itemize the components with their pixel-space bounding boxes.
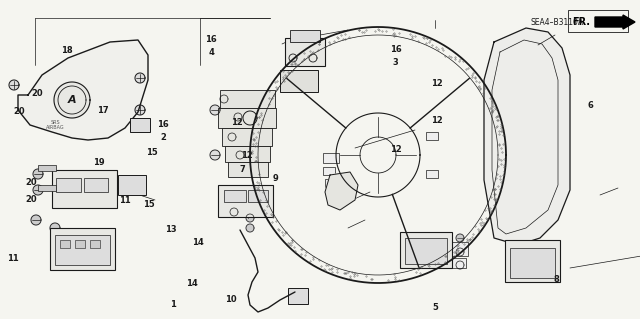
Bar (60, 240, 70, 248)
Bar (325, 179, 335, 187)
Text: 17: 17 (97, 106, 108, 115)
Polygon shape (220, 95, 228, 103)
Polygon shape (243, 111, 257, 125)
Bar (568, 10, 628, 32)
Polygon shape (246, 214, 254, 222)
Text: 16: 16 (390, 45, 401, 54)
Bar (218, 108, 276, 128)
Bar (38, 185, 56, 191)
Bar (248, 190, 268, 202)
Text: 6: 6 (587, 101, 593, 110)
Text: 20: 20 (25, 195, 36, 204)
Text: 16: 16 (157, 120, 169, 129)
Polygon shape (246, 224, 254, 232)
Bar (448, 242, 468, 256)
Text: 8: 8 (554, 275, 559, 284)
Bar (55, 235, 110, 265)
Text: 12: 12 (241, 151, 253, 160)
Text: 4: 4 (208, 48, 214, 57)
Polygon shape (234, 113, 242, 121)
Polygon shape (456, 234, 464, 242)
Polygon shape (54, 82, 90, 118)
Bar (52, 170, 117, 208)
Polygon shape (210, 105, 220, 115)
Bar (426, 131, 438, 139)
Polygon shape (230, 208, 238, 216)
Text: 11: 11 (7, 254, 19, 263)
Text: SEA4–B3110A: SEA4–B3110A (530, 19, 584, 27)
Polygon shape (236, 151, 244, 159)
Text: A: A (68, 95, 76, 105)
Text: 2: 2 (160, 133, 166, 142)
Text: 15: 15 (143, 200, 155, 209)
Polygon shape (50, 223, 60, 233)
Bar (222, 128, 272, 146)
Bar (84, 178, 108, 192)
Polygon shape (135, 73, 145, 83)
Text: 12: 12 (231, 118, 243, 127)
Text: SRS
AIRBAG: SRS AIRBAG (45, 120, 64, 130)
Text: 14: 14 (193, 238, 204, 247)
Text: FR.: FR. (572, 17, 590, 27)
Bar (400, 232, 452, 268)
Bar (75, 240, 85, 248)
Bar (280, 70, 318, 92)
FancyArrow shape (595, 15, 635, 29)
Text: 12: 12 (431, 79, 442, 88)
Polygon shape (228, 133, 236, 141)
Bar (505, 240, 560, 282)
Bar (225, 146, 270, 162)
Bar (290, 30, 320, 42)
Polygon shape (18, 40, 148, 140)
Text: 10: 10 (225, 295, 236, 304)
Bar (38, 165, 56, 171)
Bar (130, 118, 150, 132)
Bar (90, 240, 100, 248)
Bar (224, 190, 246, 202)
Polygon shape (210, 150, 220, 160)
Text: 12: 12 (390, 145, 401, 154)
Text: 20: 20 (25, 178, 36, 187)
Bar (450, 258, 466, 268)
Text: 9: 9 (273, 174, 278, 182)
Bar (323, 153, 339, 163)
Bar (228, 162, 268, 177)
Text: 7: 7 (239, 165, 244, 174)
Bar (56, 178, 81, 192)
Polygon shape (31, 215, 41, 225)
Text: 16: 16 (205, 35, 217, 44)
Bar (323, 167, 335, 175)
Polygon shape (135, 105, 145, 115)
Bar (118, 175, 146, 195)
Bar (218, 185, 273, 217)
Text: 20: 20 (13, 107, 25, 115)
Text: 18: 18 (61, 46, 73, 55)
Polygon shape (289, 54, 297, 62)
Polygon shape (33, 185, 43, 195)
Bar (288, 288, 308, 304)
Polygon shape (309, 54, 317, 62)
Bar (426, 170, 438, 179)
Bar (510, 248, 555, 278)
Polygon shape (484, 28, 570, 245)
Polygon shape (33, 169, 43, 179)
Text: 12: 12 (431, 116, 442, 125)
Bar (285, 38, 325, 66)
Text: 20: 20 (31, 89, 43, 98)
Text: 11: 11 (119, 197, 131, 205)
Text: 5: 5 (432, 303, 438, 312)
Text: 13: 13 (165, 225, 177, 234)
Text: 15: 15 (147, 148, 158, 157)
Text: 1: 1 (170, 300, 176, 309)
Polygon shape (325, 172, 358, 210)
Polygon shape (9, 80, 19, 90)
Polygon shape (456, 261, 464, 269)
Text: 19: 19 (93, 158, 105, 167)
Text: 14: 14 (186, 279, 198, 288)
Polygon shape (456, 248, 464, 256)
Bar (50, 228, 115, 270)
Bar (405, 238, 447, 264)
Bar (220, 90, 275, 108)
Text: 3: 3 (393, 58, 398, 67)
